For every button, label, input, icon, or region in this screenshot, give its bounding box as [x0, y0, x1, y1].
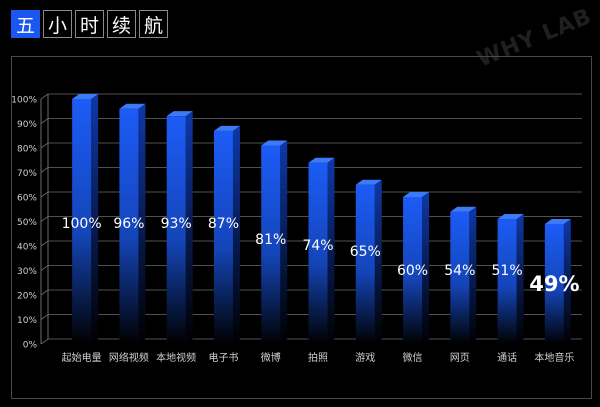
bar-value-label: 54%	[444, 263, 475, 279]
x-tick-label: 通话	[497, 352, 517, 364]
x-tick-label: 拍照	[308, 351, 328, 364]
bar-side	[374, 179, 382, 344]
x-tick-label: 游戏	[355, 351, 375, 364]
bar-side	[232, 125, 240, 344]
y-tick-label: 40%	[17, 243, 37, 253]
bar-front	[450, 211, 470, 344]
bar	[355, 179, 382, 344]
x-tick-label: 电子书	[208, 351, 238, 364]
bar-value-label: 49%	[529, 272, 579, 296]
bar-front	[166, 116, 186, 345]
bar-value-label: 74%	[302, 238, 333, 254]
bar-front	[308, 162, 328, 344]
bar-value-label: 60%	[397, 263, 428, 279]
gridline-depth	[40, 191, 49, 198]
x-tick-label: 微博	[261, 351, 281, 364]
x-tick-label: 微信	[403, 351, 423, 364]
y-tick-label: 70%	[17, 169, 37, 179]
bar-front	[213, 130, 233, 344]
bar-front	[403, 197, 423, 344]
x-tick-label: 本地音乐	[534, 351, 574, 364]
bar-front	[72, 99, 92, 344]
bar	[403, 192, 430, 344]
bar-side	[563, 218, 571, 344]
bar-side	[280, 140, 288, 344]
bar-front	[261, 145, 281, 344]
bar	[213, 125, 240, 344]
y-tick-label: 90%	[17, 120, 37, 130]
y-tick-label: 80%	[17, 145, 37, 155]
y-tick-label: 50%	[17, 218, 37, 228]
y-tick-label: 0%	[23, 341, 38, 351]
y-tick-label: 30%	[17, 267, 37, 277]
bar-side	[138, 103, 146, 344]
title-char: 续	[107, 10, 136, 38]
gridline-depth	[40, 167, 49, 173]
gridline-depth	[40, 240, 49, 247]
bar	[72, 94, 99, 344]
bar	[497, 214, 524, 344]
x-tick-label: 网页	[450, 352, 470, 364]
bar-side	[469, 206, 477, 344]
gridline-depth	[40, 118, 49, 124]
bar	[261, 140, 288, 344]
chart-frame	[11, 56, 592, 399]
bar-cap	[450, 206, 477, 212]
bar-cap	[72, 94, 99, 99]
bar-side	[91, 94, 99, 344]
bar-side	[516, 214, 524, 344]
bar-value-label: 51%	[492, 263, 523, 279]
gridline-depth	[40, 265, 49, 271]
bar-value-label: 87%	[208, 216, 239, 232]
bar	[450, 206, 477, 344]
gridline-depth	[40, 216, 49, 222]
x-tick-label: 网络视频	[109, 351, 149, 364]
bar-value-label: 93%	[161, 216, 192, 232]
bar-side	[327, 157, 335, 344]
gridline-depth	[40, 338, 49, 345]
bar	[308, 157, 335, 344]
gridline-depth	[40, 93, 49, 100]
bar-value-label: 81%	[255, 232, 286, 248]
bar-front	[355, 184, 375, 344]
bar-value-label: 100%	[62, 216, 102, 232]
bar-cap	[213, 125, 240, 131]
y-tick-label: 100%	[11, 96, 37, 106]
bar-cap	[544, 218, 571, 224]
y-tick-label: 60%	[17, 194, 37, 204]
gridline-depth	[40, 142, 49, 149]
bar-cap	[403, 192, 430, 197]
chart-title: 五 小 时 续 航	[11, 10, 168, 40]
bar-front	[119, 108, 139, 344]
y-tick-label: 20%	[17, 292, 37, 302]
bar-front	[544, 223, 564, 344]
bar-side	[185, 111, 193, 345]
bar	[166, 111, 193, 345]
bar-cap	[166, 111, 193, 117]
bar-value-label: 96%	[113, 216, 144, 232]
y-tick-label: 10%	[17, 316, 37, 326]
bar-cap	[355, 179, 382, 185]
gridline-depth	[40, 289, 49, 296]
title-char: 五	[11, 10, 40, 38]
title-char: 航	[139, 10, 168, 38]
gridline-depth	[40, 314, 49, 320]
bar-cap	[497, 214, 524, 220]
bar	[119, 103, 146, 344]
bar-front	[497, 219, 517, 344]
bar-cap	[119, 103, 146, 109]
bar	[544, 218, 571, 344]
x-tick-label: 本地视频	[156, 351, 196, 364]
bar-side	[422, 192, 430, 344]
bar-cap	[261, 140, 288, 146]
title-char: 小	[43, 10, 72, 38]
x-tick-label: 起始电量	[62, 351, 102, 364]
bar-cap	[308, 157, 335, 163]
bar-value-label: 65%	[350, 244, 381, 260]
title-char: 时	[75, 10, 104, 38]
